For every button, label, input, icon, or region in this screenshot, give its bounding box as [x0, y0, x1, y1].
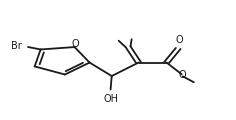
- Text: OH: OH: [103, 94, 118, 104]
- Text: O: O: [71, 39, 79, 49]
- Text: O: O: [176, 35, 183, 45]
- Text: Br: Br: [11, 41, 21, 51]
- Text: O: O: [178, 70, 186, 80]
